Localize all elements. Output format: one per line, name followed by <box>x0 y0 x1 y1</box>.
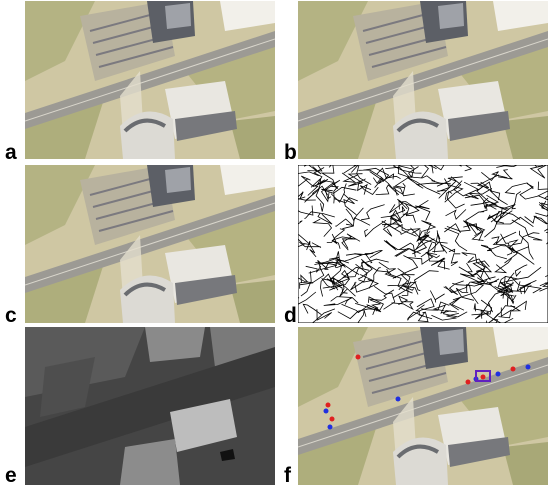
figure: a b c d e f (() => { const data = JSON.p… <box>0 0 550 486</box>
panel-label: e <box>5 465 17 486</box>
image-panel <box>25 165 275 323</box>
panel-label: f <box>284 465 291 486</box>
panel-label: d <box>284 305 297 326</box>
depth-panel <box>25 327 275 485</box>
segmentation-panel <box>298 165 548 323</box>
image-panel <box>298 1 548 159</box>
image-panel <box>25 1 275 159</box>
detection-panel <box>298 327 548 485</box>
panel-label: b <box>284 142 297 163</box>
panel-label: c <box>5 305 17 326</box>
panel-label: a <box>5 142 17 163</box>
